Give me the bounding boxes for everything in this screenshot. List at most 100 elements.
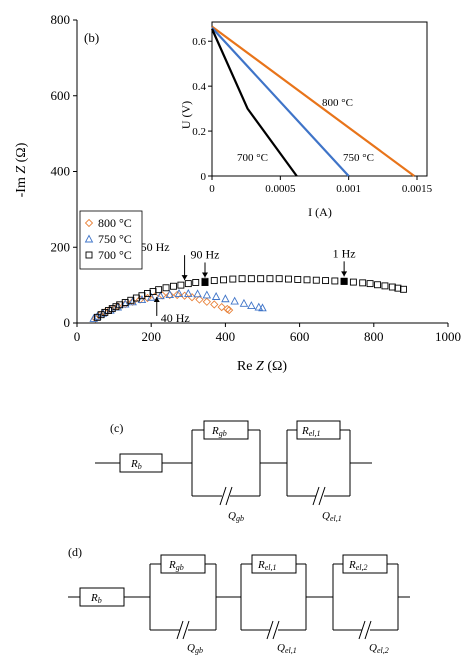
data-point: [210, 300, 219, 309]
data-point: [174, 289, 184, 297]
data-point: [388, 283, 396, 291]
data-point: [97, 311, 105, 319]
circuit-d-rgb-label: Rgb: [168, 559, 184, 572]
data-point: [217, 302, 226, 312]
inset-frame: [211, 21, 428, 177]
data-point: [180, 291, 189, 300]
inset-line-2: [210, 28, 298, 177]
data-point: [374, 281, 381, 289]
circuit-d-block-el1: Rel,1 Qel,1: [240, 554, 307, 655]
data-point: [184, 289, 193, 297]
data-point: [165, 290, 175, 299]
panel-label-b: (b): [84, 30, 99, 45]
circuit-c-block-el1: Rel,1 Qel,1: [286, 420, 351, 523]
data-point: [137, 295, 147, 303]
data-point: [101, 308, 109, 316]
circuit-d-rel2-label: Rel,2: [348, 559, 368, 572]
main-y-ticks: 0 200 400 600 800: [51, 12, 77, 330]
main-x-tick-label: 600: [290, 329, 310, 344]
inset-y-tick-label: 0.4: [192, 81, 206, 93]
circuit-d-qgb-label: Qgb: [187, 642, 203, 655]
main-x-tick-label: 0: [74, 329, 81, 344]
data-point: [195, 295, 204, 304]
data-point: [128, 297, 137, 306]
data-point: [202, 290, 212, 299]
data-point: [258, 303, 267, 312]
data-point: [193, 289, 202, 298]
data-point: [170, 282, 177, 290]
inset-x-tick-label: 0.0015: [402, 183, 433, 195]
inset-label-800: 800 °C: [322, 97, 353, 109]
circuit-d-block-gb: Rgb Qgb: [149, 554, 217, 655]
inset-label-700: 700 °C: [237, 152, 268, 164]
data-point: [211, 292, 221, 300]
data-point: [366, 280, 374, 288]
circuit-d-qel1-label: Qel,1: [277, 642, 297, 655]
data-point: [144, 290, 151, 297]
circuit-c-qgb-label: Qgb: [228, 510, 244, 523]
circuit-d-qel2-label: Qel,2: [369, 642, 389, 655]
legend-label: 700 °C: [98, 248, 132, 262]
circuit-d-rb-resistor: [79, 587, 125, 607]
data-point: [192, 279, 200, 286]
circuit-d-rb-label: Rb: [90, 592, 102, 605]
annotation-label: 1 Hz: [333, 246, 356, 260]
circuit-c-qel1-label: Qel,1: [322, 510, 342, 523]
data-point: [221, 294, 230, 303]
data-point: [229, 275, 237, 283]
annotation-label: 50 Hz: [141, 240, 170, 254]
main-x-tick-label: 400: [216, 329, 236, 344]
data-point: [177, 281, 185, 289]
inset-label-750: 750 °C: [343, 152, 374, 164]
data-point: [322, 277, 330, 285]
data-point: [238, 275, 246, 283]
nyquist-plot: 0 200 400 600 800 0 200 400 600 800 1000 (b) -Im …: [14, 12, 461, 374]
circuit-c-rel1-label: Rel,1: [301, 425, 321, 438]
data-point: [210, 277, 218, 285]
main-x-tick-label: 1000: [435, 329, 461, 344]
data-point: [105, 307, 112, 314]
inset-line-0: [211, 25, 415, 177]
data-point: [303, 276, 311, 284]
equivalent-circuit-c: (c) Rb Rgb Qgb Rel,1: [95, 420, 372, 523]
data-point: [162, 284, 170, 292]
data-point: [224, 305, 234, 315]
data-point: [239, 298, 249, 307]
annotation-arrowhead: [181, 275, 188, 281]
frequency-annotations: 90 Hz 50 Hz 1 Hz 40 Hz: [141, 240, 356, 325]
data-point: [247, 301, 256, 310]
main-x-axis-label: Re Z (Ω): [237, 359, 287, 374]
annotation-arrowhead: [153, 296, 160, 302]
circuit-d-block-el2: Rel,2 Qel,2: [332, 554, 399, 655]
inset-line-1: [211, 27, 350, 177]
circuit-d-rel1-label: Rel,1: [257, 559, 277, 572]
inset-axes: 0 0.2 0.4 0.6 0 0.0005 0.001 0.0015: [192, 21, 433, 195]
inset-y-tick-label: 0.2: [192, 126, 206, 138]
inset-x-tick-label: 0: [209, 183, 215, 195]
circuit-c-rb-label: Rb: [130, 458, 142, 471]
data-point: [120, 299, 130, 308]
data-point: [400, 285, 407, 293]
circuit-c-rgb-resistor: [203, 420, 249, 440]
data-point: [184, 280, 192, 288]
iv-inset-plot: 0 0.2 0.4 0.6 0 0.0005 0.001 0.0015 U (V) I (A)…: [179, 21, 433, 219]
data-point: [247, 275, 255, 283]
circuit-c-block-gb: Rgb Qgb: [191, 420, 261, 523]
series-2: [93, 275, 407, 321]
main-series: [89, 275, 407, 323]
data-point: [155, 286, 163, 294]
inset-x-tick-label: 0.0005: [265, 183, 296, 195]
data-point: [146, 292, 156, 301]
main-y-tick-label: 600: [51, 88, 71, 103]
inset-y-tick-label: 0: [201, 171, 207, 183]
data-point: [112, 303, 120, 311]
circuit-d-rel2-resistor: [342, 554, 388, 574]
main-x-tick-label: 200: [141, 329, 161, 344]
legend-marker: [84, 218, 94, 228]
series-1: [89, 289, 267, 322]
main-y-axis-label: -Im Z (Ω): [14, 142, 29, 197]
inset-x-axis-label: I (A): [308, 205, 332, 219]
annotation-arrowhead: [341, 271, 348, 277]
data-point: [359, 279, 367, 287]
